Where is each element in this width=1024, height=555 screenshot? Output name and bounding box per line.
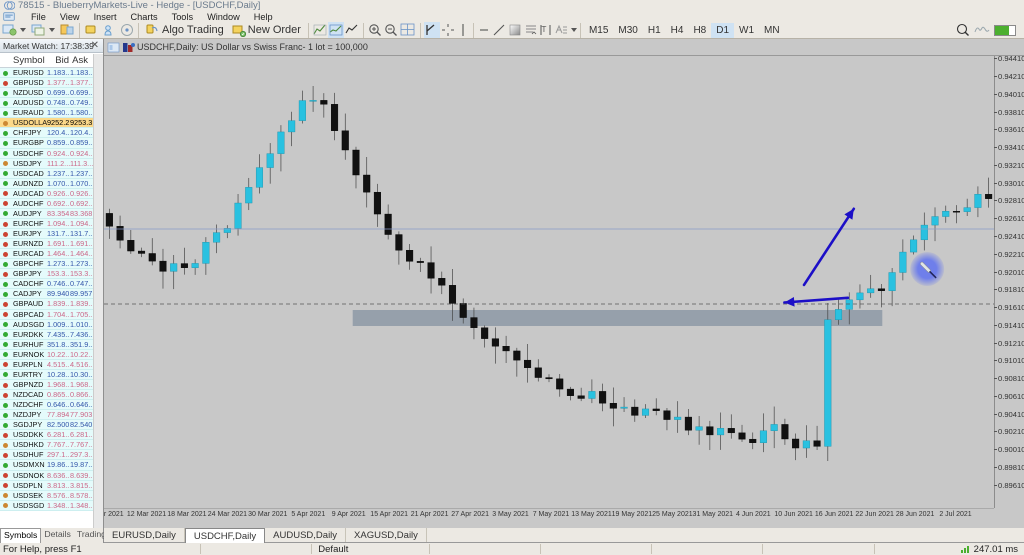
svg-text:T: T <box>542 25 547 34</box>
